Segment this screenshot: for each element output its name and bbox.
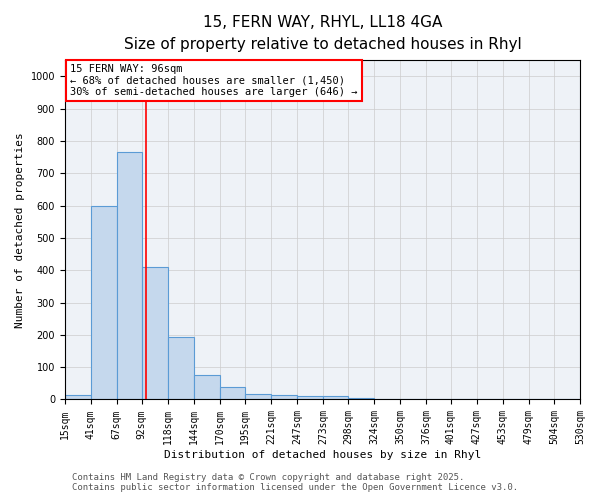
Bar	[323, 396, 348, 400]
X-axis label: Distribution of detached houses by size in Rhyl: Distribution of detached houses by size …	[164, 450, 481, 460]
Bar	[168, 338, 194, 400]
Bar	[297, 396, 323, 400]
Bar	[245, 394, 271, 400]
Text: 15 FERN WAY: 96sqm
← 68% of detached houses are smaller (1,450)
30% of semi-deta: 15 FERN WAY: 96sqm ← 68% of detached hou…	[70, 64, 358, 97]
Bar	[117, 152, 142, 400]
Bar	[220, 387, 245, 400]
Bar	[194, 375, 220, 400]
Y-axis label: Number of detached properties: Number of detached properties	[15, 132, 25, 328]
Bar	[348, 398, 374, 400]
Text: Contains HM Land Registry data © Crown copyright and database right 2025.
Contai: Contains HM Land Registry data © Crown c…	[72, 473, 518, 492]
Bar	[65, 394, 91, 400]
Bar	[271, 394, 297, 400]
Bar	[91, 206, 117, 400]
Bar	[142, 267, 168, 400]
Title: 15, FERN WAY, RHYL, LL18 4GA
Size of property relative to detached houses in Rhy: 15, FERN WAY, RHYL, LL18 4GA Size of pro…	[124, 15, 521, 52]
